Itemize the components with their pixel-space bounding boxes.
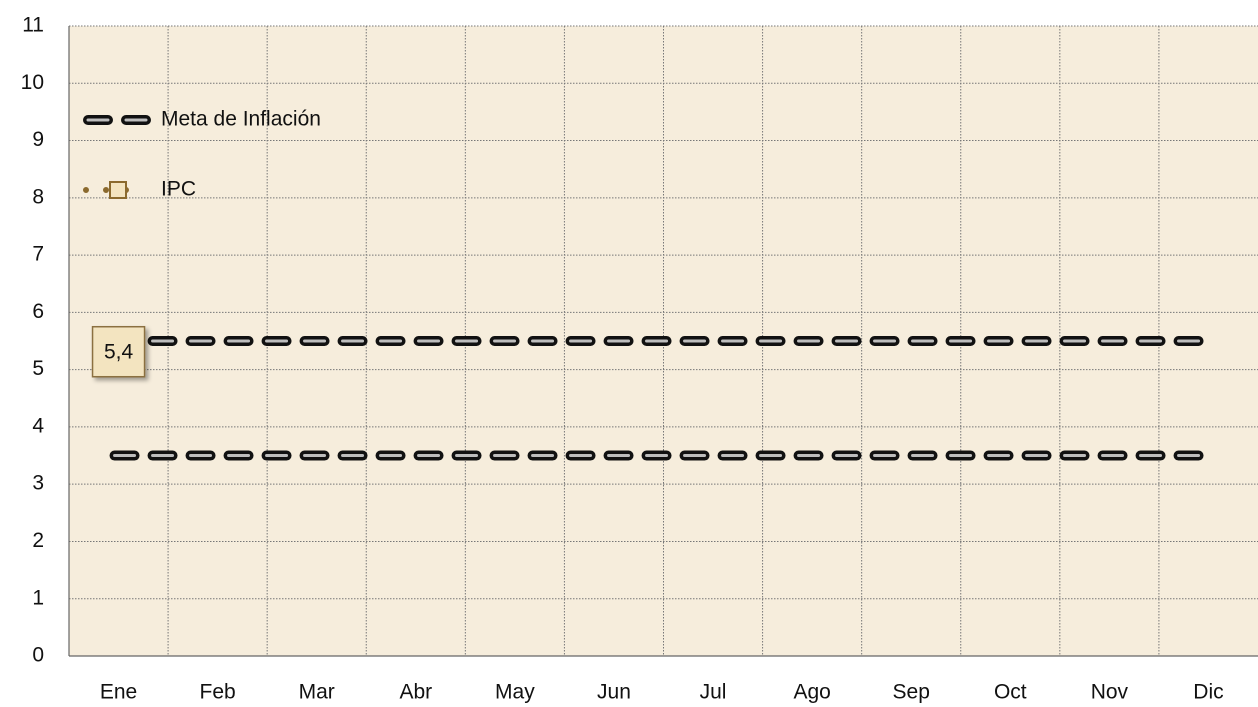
x-tick-label: Ene: [100, 681, 137, 704]
x-tick-label: Nov: [1091, 681, 1129, 704]
y-tick-label: 5: [32, 357, 44, 380]
data-label-text: 5,4: [104, 340, 134, 363]
y-tick-label: 0: [32, 644, 44, 667]
y-tick-label: 6: [32, 300, 44, 323]
x-tick-label: Sep: [893, 681, 930, 704]
y-tick-label: 3: [32, 472, 44, 495]
y-tick-label: 4: [32, 414, 44, 437]
x-tick-label: May: [495, 681, 535, 704]
x-tick-label: Feb: [200, 681, 236, 704]
y-tick-label: 7: [32, 243, 44, 266]
data-label-box: [91, 325, 146, 378]
legend-label: Meta de Inflación: [161, 108, 321, 131]
y-tick-label: 11: [22, 14, 44, 37]
legend-marker: [109, 181, 127, 199]
x-tick-label: Jun: [597, 681, 631, 704]
x-tick-label: Abr: [399, 681, 432, 704]
legend-label: IPC: [161, 178, 196, 201]
x-tick-label: Ago: [793, 681, 830, 704]
y-tick-label: 9: [32, 128, 44, 151]
y-tick-label: 1: [32, 586, 44, 609]
x-tick-label: Oct: [994, 681, 1027, 704]
y-tick-label: 10: [21, 71, 44, 94]
y-tick-label: 8: [32, 185, 44, 208]
y-tick-label: 2: [32, 529, 44, 552]
data-label: 5,4: [91, 325, 146, 378]
x-tick-label: Jul: [700, 681, 727, 704]
x-tick-label: Dic: [1193, 681, 1223, 704]
x-tick-label: Mar: [299, 681, 335, 704]
